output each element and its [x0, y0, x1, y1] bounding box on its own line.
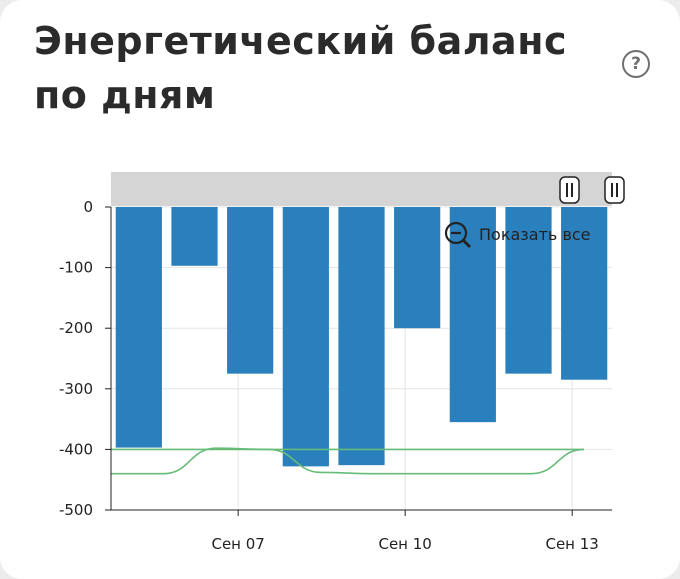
navigator-handle-left[interactable]	[559, 176, 580, 204]
y-axis-ticks: 0 -100 -200 -300 -400 -500	[59, 198, 111, 519]
y-tick-label: -300	[59, 380, 93, 398]
bar	[115, 207, 162, 448]
y-tick-label: 0	[83, 198, 93, 216]
y-tick-label: -400	[59, 440, 93, 458]
chart-title: Энергетический баланс по дням	[34, 19, 567, 117]
bar	[394, 207, 441, 329]
reference-lines	[111, 447, 585, 475]
zoom-out-icon	[444, 221, 472, 249]
question-circle-icon[interactable]: ?	[622, 50, 650, 78]
navigator-track[interactable]	[111, 172, 612, 206]
bar	[338, 207, 385, 466]
x-tick-label: Сен 07	[211, 535, 264, 553]
zoom-reset-button[interactable]: Показать все	[440, 217, 602, 251]
y-tick-label: -200	[59, 319, 93, 337]
x-tick-label: Сен 13	[545, 535, 598, 553]
zoom-reset-label: Показать все	[479, 225, 591, 244]
reference-line	[111, 447, 585, 475]
axes	[110, 207, 612, 511]
x-tick-label: Сен 10	[378, 535, 431, 553]
bar	[561, 207, 608, 380]
x-axis-ticks: Сен 07 Сен 10 Сен 13	[211, 510, 599, 553]
bar	[171, 207, 218, 266]
bar	[505, 207, 552, 374]
y-tick-label: -500	[59, 501, 93, 519]
y-tick-label: -100	[59, 259, 93, 277]
navigator-handle-right[interactable]	[604, 176, 625, 204]
bar	[227, 207, 274, 374]
bar	[282, 207, 329, 467]
